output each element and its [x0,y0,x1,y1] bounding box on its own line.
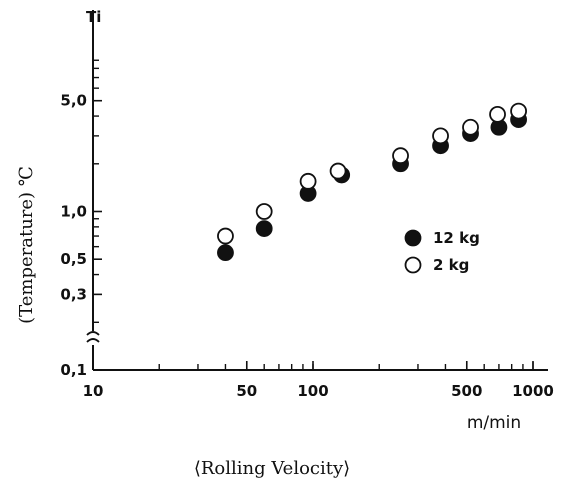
x-tick-label: 500 [451,382,482,400]
x-tick-label: 50 [236,382,257,400]
x-axis-title: ⟨Rolling Velocity⟩ [194,458,350,479]
axis-break-mark [86,338,100,343]
data-point-open [489,105,506,123]
legend-marker [404,229,422,247]
y-ticks: 0,1 0,3 0,5 1,0 5,0 [60,59,102,379]
y-tick-label: 1,0 [60,203,87,221]
y-tick-label: 0,1 [60,361,87,379]
data-point-open [217,227,234,245]
data-point-open [462,118,479,136]
legend-label: 12 kg [433,229,480,247]
y-axis-title: (Temperature) ℃ [16,166,37,324]
x-tick-label: 10 [83,382,104,400]
y-tick-label: 0,5 [60,250,87,268]
legend-label: 2 kg [433,256,469,274]
data-points [217,102,527,262]
data-point-open [255,203,273,220]
x-ticks: 10 50 100 500 1000 [83,361,554,400]
x-tick-label: 100 [297,382,328,400]
data-point-open [392,147,409,165]
axis-break-mark [86,331,100,336]
axis-break-gap [87,331,99,345]
y-tick-label: 5,0 [60,92,87,110]
data-point-filled [217,244,234,262]
legend: 12 kg 2 kg [404,229,480,274]
x-unit-label: m/min [467,413,521,433]
data-point-open [510,102,527,120]
data-point-open [432,127,449,145]
y-tick-label: 0,3 [60,285,87,303]
axes [86,10,548,371]
data-point-open [299,172,317,190]
legend-marker [404,256,422,274]
y-top-label: Ti [86,8,101,26]
data-point-open [329,162,347,180]
data-point-filled [255,220,273,238]
x-tick-label: 1000 [512,382,554,400]
